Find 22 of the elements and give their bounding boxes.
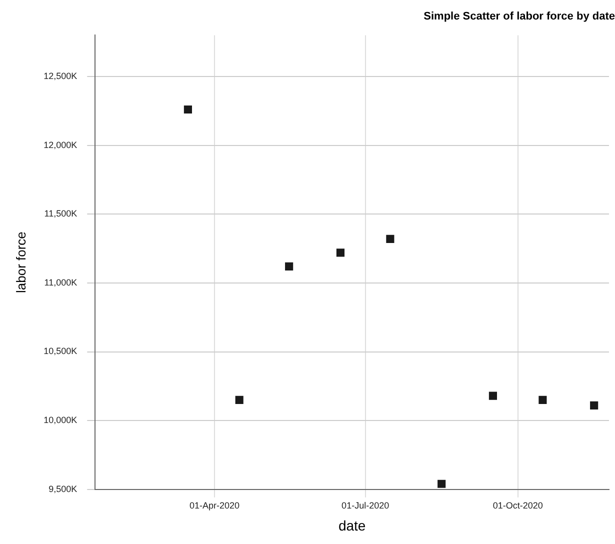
y-tick-label: 12,500K xyxy=(44,70,78,81)
point xyxy=(386,234,394,243)
point xyxy=(488,392,497,400)
y-tick-label: 11,000K xyxy=(44,277,78,288)
y-tick-label: 11,500K xyxy=(44,208,78,219)
point xyxy=(235,396,244,404)
y-tick-label: 9,500K xyxy=(48,484,78,494)
y-tick-label: 10,500K xyxy=(44,346,78,356)
x-tick-label: 01-Apr-2020 xyxy=(189,500,240,510)
point xyxy=(590,401,598,410)
point xyxy=(184,105,192,114)
x-tick-label: 01-Jul-2020 xyxy=(342,500,390,510)
point xyxy=(285,262,294,270)
x-axis-title: date xyxy=(338,517,366,534)
point xyxy=(538,396,547,404)
x-tick-label: 01-Oct-2020 xyxy=(492,500,543,510)
chart-title: Simple Scatter of labor force by date xyxy=(424,10,615,23)
y-tick-label: 12,000K xyxy=(44,140,78,150)
y-axis-title: labor force xyxy=(13,232,28,294)
point xyxy=(438,480,446,488)
point xyxy=(336,248,344,257)
y-tick-label: 10,000K xyxy=(44,415,78,426)
